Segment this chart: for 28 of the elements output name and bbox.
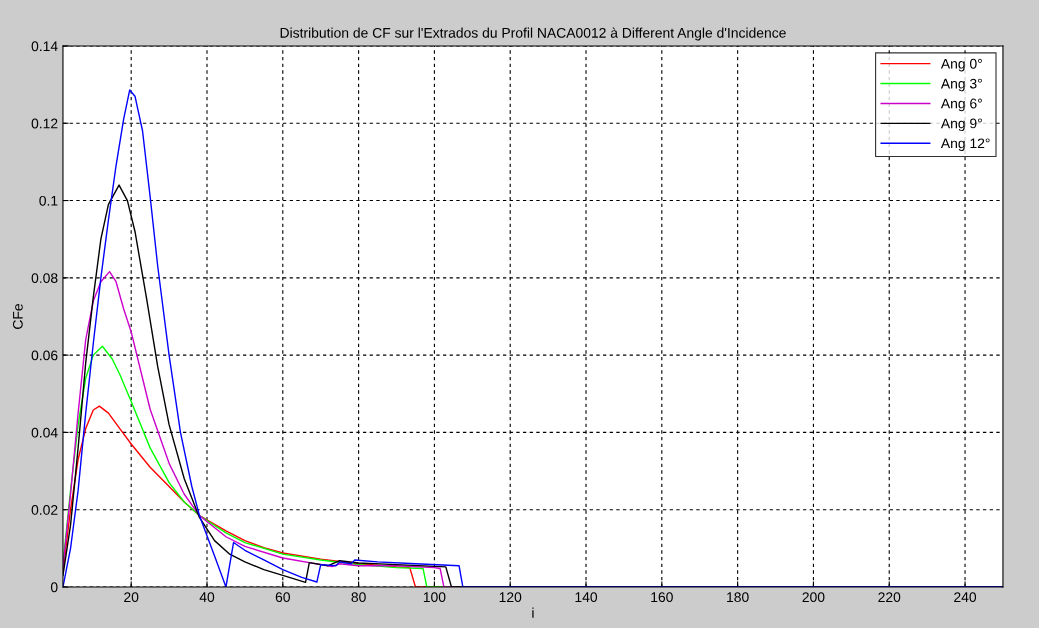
legend-label: Ang 12° [940,138,990,151]
x-tick-label: 140 [575,592,598,603]
x-tick-label: 200 [802,592,825,603]
x-tick-label: 20 [124,592,139,603]
legend-label: Ang 0° [940,58,982,72]
y-tick-label: 0.06 [31,350,58,361]
chart-title: Distribution de CF sur l'Extrados du Profil NACA0012 à Different Angle d'Incidence [280,27,786,41]
x-tick-label: 180 [727,592,749,603]
legend-label: Ang 6° [940,98,982,112]
y-tick-label: 0.14 [31,41,58,52]
x-tick-label: 160 [651,592,673,603]
x-tick-label: 60 [275,592,290,603]
x-tick-label: 120 [499,592,522,603]
x-tick-label: 40 [199,592,215,603]
legend-label: Ang 3° [940,78,982,92]
x-tick-label: 80 [351,592,366,603]
x-axis-title: i [532,607,534,618]
x-tick-label: 100 [423,592,446,603]
y-tick-label: 0.1 [39,195,58,206]
y-tick-label: 0.02 [31,505,58,515]
x-tick-label: 220 [878,592,901,603]
y-tick-label: 0.08 [31,273,58,284]
y-tick-label: 0 [50,582,58,593]
x-tick-label: 240 [954,592,977,603]
y-axis-title: CFe [12,303,23,329]
y-tick-label: 0.12 [31,118,58,129]
y-tick-label: 0.04 [31,427,58,438]
legend-label: Ang 9° [940,118,982,132]
